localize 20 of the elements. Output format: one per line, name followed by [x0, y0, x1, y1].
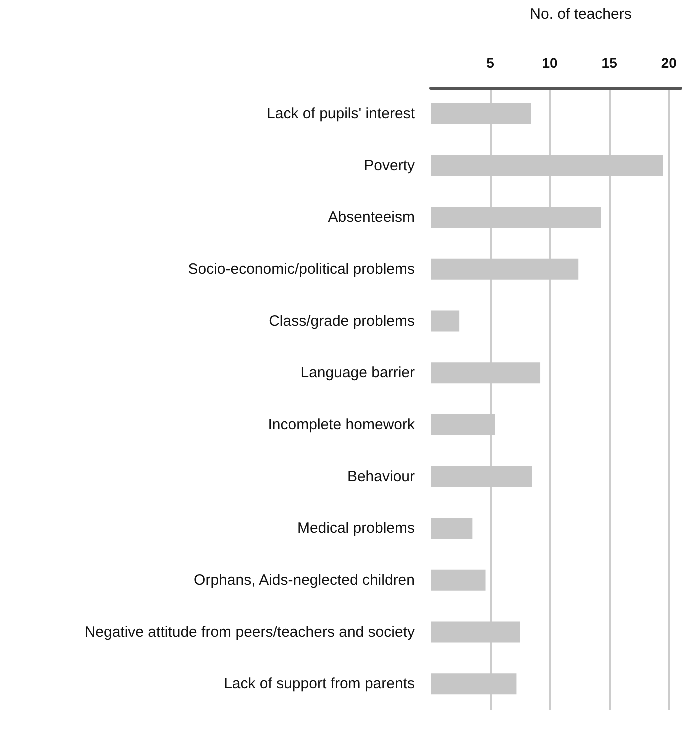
bar: [431, 570, 486, 591]
x-tick-label: 10: [542, 55, 558, 71]
x-axis-title: No. of teachers: [530, 6, 632, 23]
y-tick-label: Language barrier: [300, 364, 415, 382]
y-tick-label: Lack of support from parents: [224, 676, 415, 693]
y-tick-label: Poverty: [364, 157, 416, 174]
x-tick-label: 5: [486, 55, 495, 71]
y-tick-label: Socio-economic/political problems: [188, 260, 415, 278]
bar: [431, 518, 473, 540]
y-tick-label: Medical problems: [297, 520, 415, 538]
bar: [431, 310, 460, 332]
y-tick-label: Behaviour: [347, 468, 415, 486]
x-tick-label: 15: [602, 55, 618, 71]
y-tick-label: Lack of pupils' interest: [267, 105, 416, 122]
y-tick-label: Orphans, Aids-neglected children: [194, 572, 415, 589]
y-tick-label: Negative attitude from peers/teachers and society: [84, 624, 416, 641]
y-tick-label: Incomplete homework: [268, 416, 416, 434]
y-tick-label: Class/grade problems: [269, 312, 415, 330]
x-tick-label: 20: [661, 55, 678, 71]
y-tick-label: Absenteeism: [328, 209, 415, 226]
